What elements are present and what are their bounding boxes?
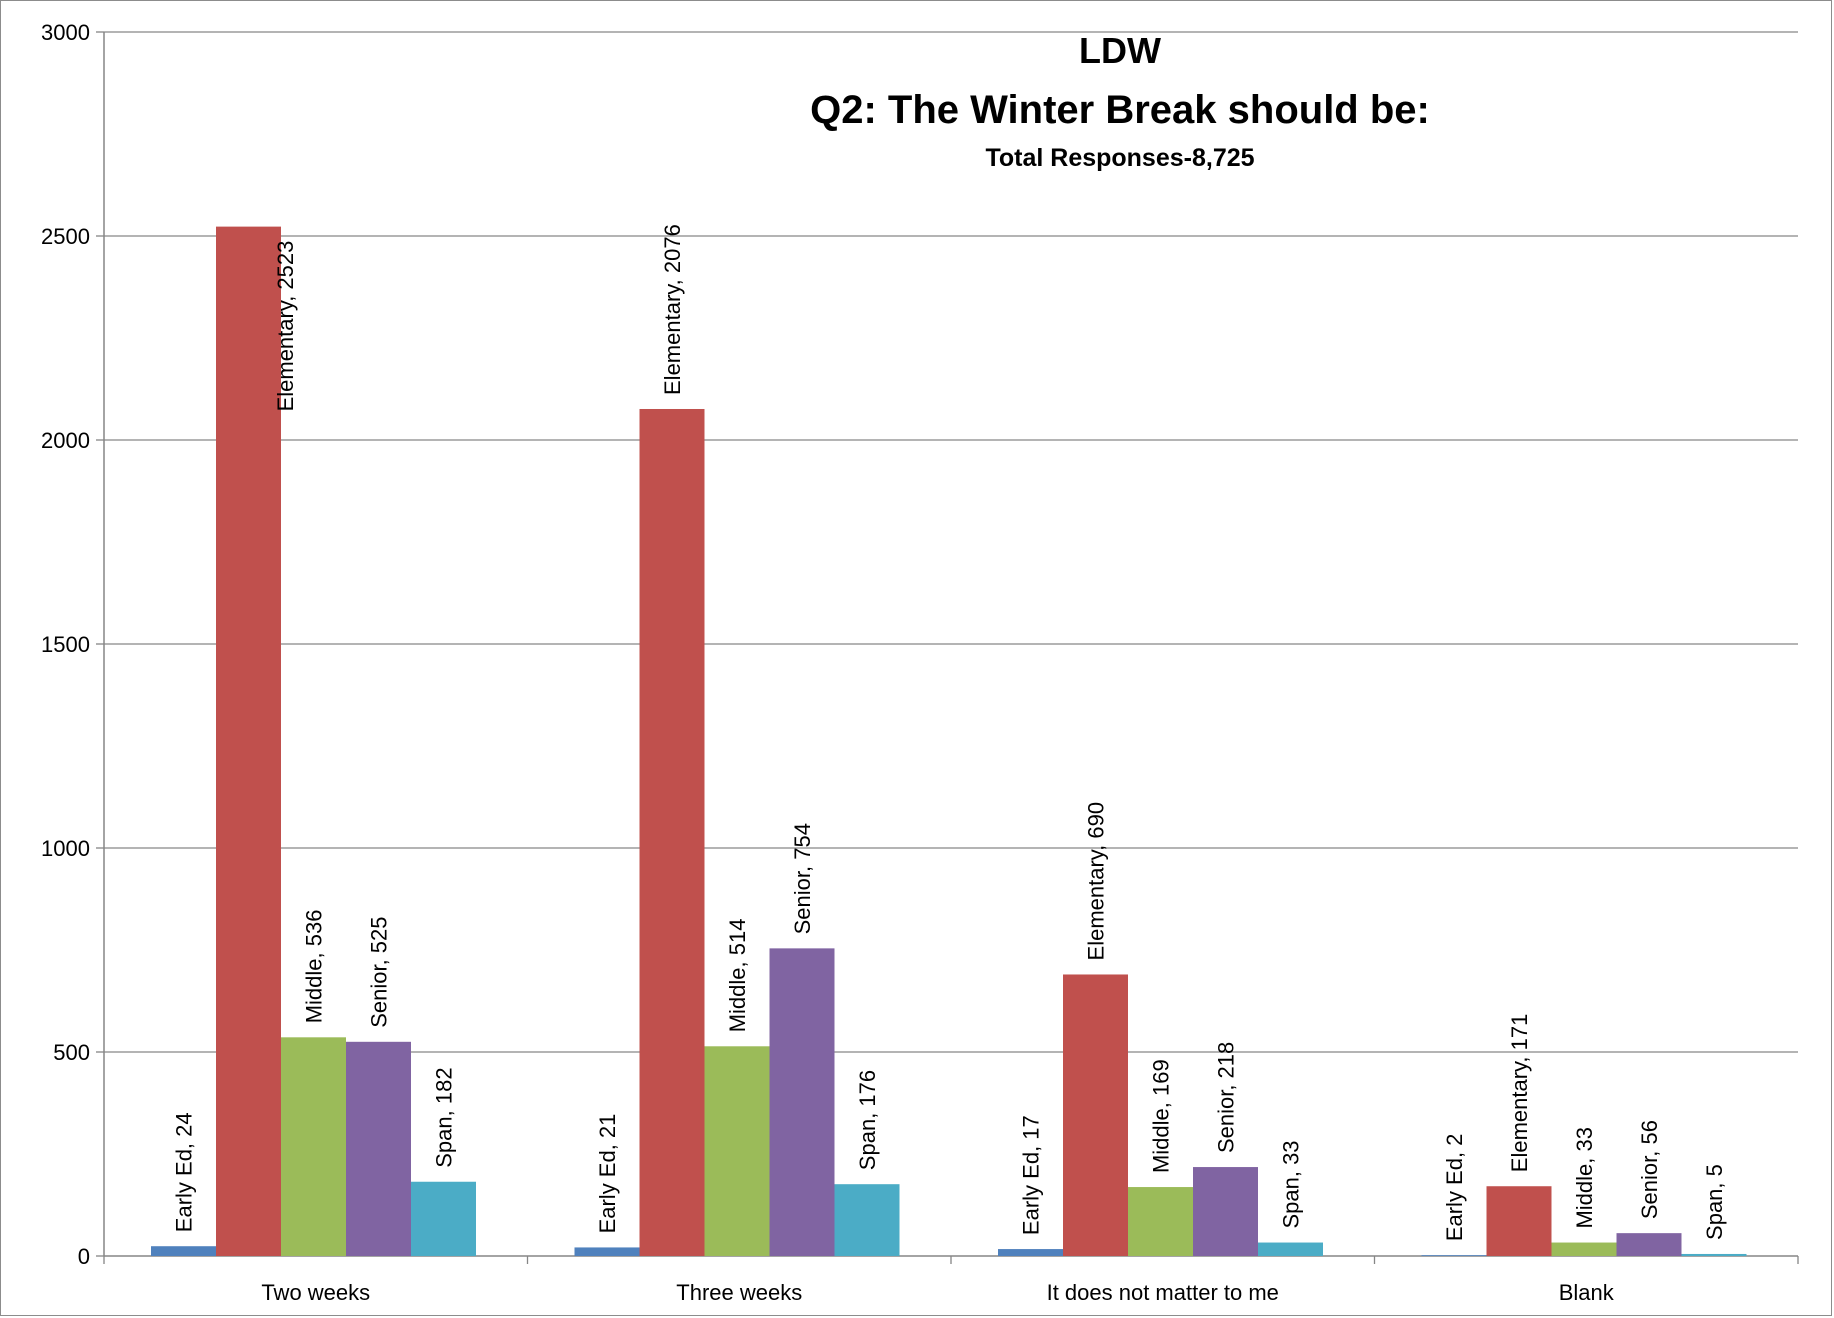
data-label: Elementary, 690 (1084, 802, 1109, 961)
bar (769, 948, 835, 1256)
bar (704, 1046, 770, 1256)
data-label: Senior, 525 (367, 916, 392, 1027)
data-label: Span, 5 (1702, 1164, 1727, 1240)
chart-title-line-2: Q2: The Winter Break should be: (810, 88, 1430, 132)
data-label: Elementary, 171 (1507, 1014, 1532, 1173)
data-label: Early Ed, 24 (172, 1112, 197, 1232)
y-tick-label: 1000 (41, 836, 90, 861)
bar (1421, 1255, 1487, 1256)
x-tick-label: It does not matter to me (1047, 1280, 1279, 1305)
data-label: Middle, 514 (725, 919, 750, 1033)
chart-subtitle: Total Responses-8,725 (985, 144, 1255, 172)
data-label: Span, 176 (855, 1070, 880, 1170)
bar (411, 1181, 476, 1256)
y-tick-label: 1500 (41, 632, 90, 657)
bar (346, 1041, 411, 1256)
bar (1681, 1253, 1747, 1256)
data-label: Elementary, 2076 (660, 224, 685, 395)
bar (1551, 1242, 1617, 1256)
y-tick-label: 2500 (41, 224, 90, 249)
x-tick-label: Three weeks (676, 1280, 802, 1305)
data-label: Span, 33 (1279, 1140, 1304, 1228)
bar (998, 1249, 1063, 1256)
data-label: Elementary, 2523 (273, 241, 298, 412)
bar (1128, 1187, 1193, 1256)
bar (1486, 1186, 1552, 1256)
data-label: Early Ed, 21 (595, 1114, 620, 1234)
data-label: Middle, 536 (302, 910, 327, 1024)
data-label: Early Ed, 17 (1019, 1115, 1044, 1235)
bar (639, 408, 705, 1256)
data-label: Early Ed, 2 (1442, 1134, 1467, 1242)
bar (1063, 974, 1128, 1256)
y-tick-label: 2000 (41, 428, 90, 453)
x-tick-label: Blank (1559, 1280, 1615, 1305)
data-label: Middle, 33 (1572, 1127, 1597, 1229)
data-label: Senior, 754 (790, 823, 815, 934)
chart-title-line-1: LDW (1079, 30, 1161, 71)
y-tick-label: 0 (78, 1244, 90, 1269)
bar (1616, 1233, 1682, 1256)
bar (834, 1184, 900, 1256)
data-label: Senior, 56 (1637, 1120, 1662, 1219)
bar (281, 1037, 346, 1256)
y-tick-label: 500 (53, 1040, 90, 1065)
bar (574, 1247, 640, 1256)
bar (151, 1246, 216, 1256)
data-label: Span, 182 (432, 1067, 457, 1167)
bar (1258, 1242, 1323, 1256)
x-tick-label: Two weeks (261, 1280, 370, 1305)
bar (1193, 1167, 1258, 1256)
bar (216, 226, 281, 1257)
data-label: Senior, 218 (1214, 1042, 1239, 1153)
data-label: Middle, 169 (1149, 1059, 1174, 1173)
y-tick-label: 3000 (41, 20, 90, 45)
